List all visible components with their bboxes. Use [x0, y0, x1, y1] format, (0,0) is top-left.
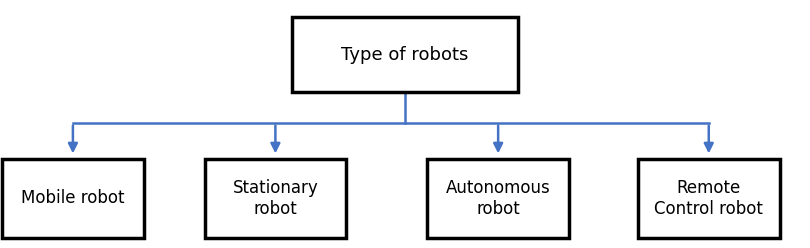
Text: Autonomous
robot: Autonomous robot [446, 179, 551, 218]
FancyBboxPatch shape [2, 159, 144, 238]
FancyBboxPatch shape [638, 159, 779, 238]
Text: Mobile robot: Mobile robot [21, 189, 125, 207]
Text: Stationary
robot: Stationary robot [232, 179, 318, 218]
Text: Type of robots: Type of robots [341, 46, 469, 63]
FancyBboxPatch shape [292, 17, 518, 92]
Text: Remote
Control robot: Remote Control robot [654, 179, 763, 218]
FancyBboxPatch shape [205, 159, 347, 238]
FancyBboxPatch shape [428, 159, 569, 238]
